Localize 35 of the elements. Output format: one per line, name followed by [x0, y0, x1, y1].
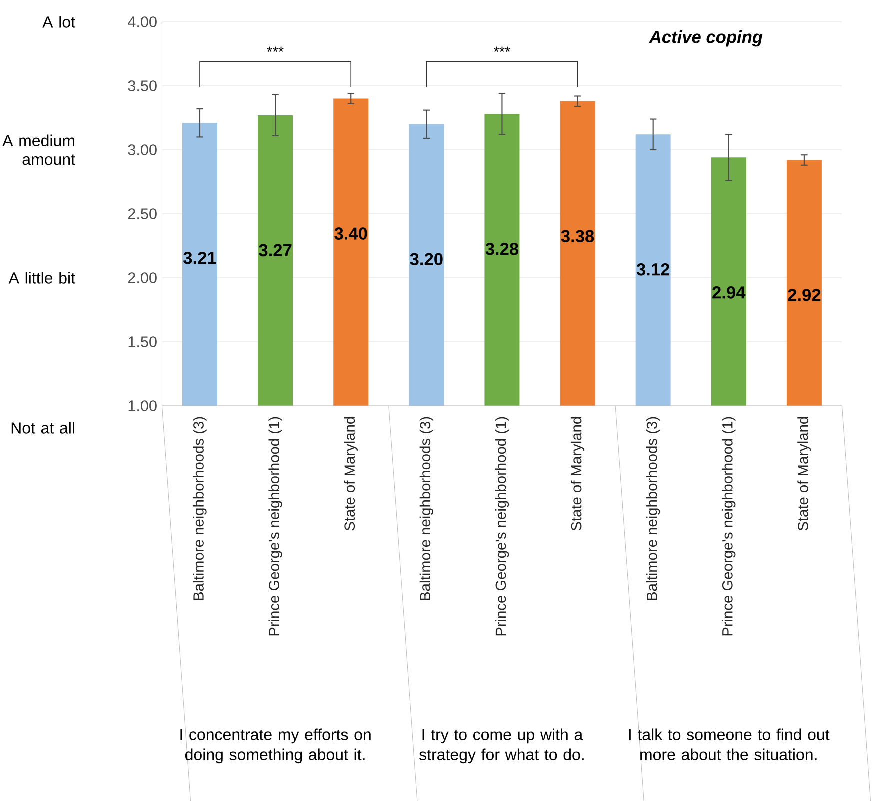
y-tick-label: 1.00	[128, 400, 157, 412]
text: A medium amount	[2, 134, 76, 166]
text: A little bit	[8, 272, 76, 284]
x-tick-label: State of Maryland	[570, 417, 585, 531]
text: A lot	[42, 16, 76, 28]
data-label: 3.27	[259, 244, 292, 257]
text: I concentrate my efforts on doing something about it.	[180, 728, 371, 764]
chart-title: Active coping	[649, 30, 763, 47]
text: I talk to someone to find out more about the situation.	[629, 728, 830, 760]
x-tick-label: Baltimore neighborhoods (3)	[420, 417, 434, 600]
y-tick-label: 2.50	[128, 208, 157, 220]
y-tick-label: 3.50	[128, 80, 157, 92]
x-tick-label: State of Maryland	[344, 417, 358, 531]
x-tick-label: Baltimore neighborhoods (3)	[646, 417, 660, 600]
data-label: 2.94	[712, 286, 746, 299]
x-tick-label: Prince George's neighborhood (1)	[268, 417, 282, 636]
y-tick-label: 3.00	[128, 144, 157, 156]
x-tick-label: Prince George's neighborhood (1)	[495, 417, 510, 636]
data-label: 3.21	[184, 252, 216, 264]
x-tick-label: State of Maryland	[798, 417, 812, 531]
annotation: ***	[267, 46, 284, 52]
x-tick-label: Prince George's neighborhood (1)	[722, 417, 736, 636]
data-label: 3.40	[334, 228, 368, 240]
y-tick-label: 4.00	[128, 16, 157, 28]
data-label: 3.12	[636, 263, 670, 276]
data-label: 2.92	[788, 289, 821, 302]
data-label: 3.20	[410, 253, 443, 266]
text: Not at all	[12, 422, 74, 434]
text: I try to come up with a strategy for what to do.	[420, 728, 584, 764]
annotation: ***	[494, 46, 511, 52]
data-label: 3.38	[561, 230, 594, 243]
data-label: 3.28	[486, 243, 519, 256]
y-tick-label: 2.00	[128, 272, 157, 284]
x-tick-label: Baltimore neighborhoods (3)	[193, 417, 207, 600]
y-tick-label: 1.50	[128, 336, 157, 348]
